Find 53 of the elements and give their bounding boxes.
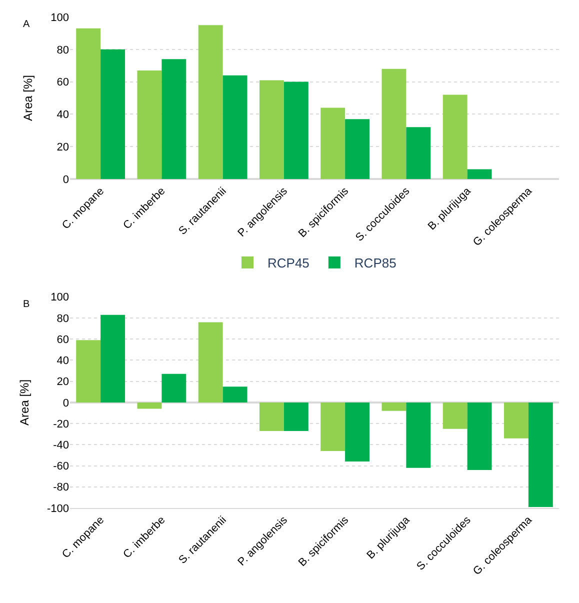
text: B bbox=[23, 299, 30, 310]
bar bbox=[406, 127, 431, 180]
y-tick-label: -40 bbox=[53, 440, 69, 452]
y-tick-label: 40 bbox=[56, 109, 69, 122]
bar bbox=[198, 322, 223, 402]
bar bbox=[100, 49, 126, 180]
bar bbox=[162, 59, 186, 180]
y-tick-label: 40 bbox=[56, 355, 69, 368]
bar bbox=[442, 94, 468, 180]
bar bbox=[137, 70, 162, 180]
bar bbox=[162, 374, 186, 402]
bar bbox=[467, 169, 492, 180]
bar bbox=[320, 402, 346, 451]
y-axis-title: Area [%] bbox=[20, 75, 35, 122]
y-tick-label: 80 bbox=[56, 312, 69, 325]
y-tick-label: -100 bbox=[46, 502, 69, 515]
bar bbox=[137, 402, 162, 409]
y-tick-label: 100 bbox=[50, 12, 69, 24]
y-tick-label: -20 bbox=[53, 418, 69, 430]
y-tick-label: 60 bbox=[56, 76, 69, 89]
bar bbox=[382, 68, 406, 180]
bar bbox=[320, 108, 346, 180]
y-tick-label: 20 bbox=[56, 141, 69, 154]
bar bbox=[76, 28, 101, 180]
text: A bbox=[23, 19, 30, 30]
bar bbox=[467, 402, 492, 470]
bar bbox=[259, 402, 284, 431]
bar bbox=[284, 82, 308, 180]
bar bbox=[76, 340, 101, 402]
bar bbox=[504, 402, 528, 438]
bar bbox=[284, 402, 308, 431]
bar bbox=[345, 402, 370, 462]
y-axis-title: Area [%] bbox=[17, 379, 32, 426]
y-tick-label: 80 bbox=[56, 44, 69, 56]
bar bbox=[345, 119, 370, 180]
y-tick-label: -80 bbox=[53, 482, 69, 494]
bar bbox=[222, 386, 248, 402]
bar bbox=[100, 314, 126, 402]
y-tick-label: 20 bbox=[56, 376, 69, 388]
bar bbox=[528, 402, 553, 507]
legend-label: RCP45 bbox=[268, 256, 310, 271]
y-tick-label: 0 bbox=[62, 174, 69, 186]
bar bbox=[382, 402, 406, 411]
bar bbox=[259, 80, 284, 180]
bar bbox=[406, 402, 431, 468]
y-tick-label: -60 bbox=[53, 460, 69, 473]
y-tick-label: 100 bbox=[50, 292, 69, 304]
y-tick-label: 60 bbox=[56, 334, 69, 346]
bar bbox=[198, 25, 223, 180]
y-tick-label: 0 bbox=[62, 397, 69, 410]
legend-label: RCP85 bbox=[354, 256, 396, 271]
bar bbox=[222, 75, 248, 180]
bar bbox=[442, 402, 468, 429]
